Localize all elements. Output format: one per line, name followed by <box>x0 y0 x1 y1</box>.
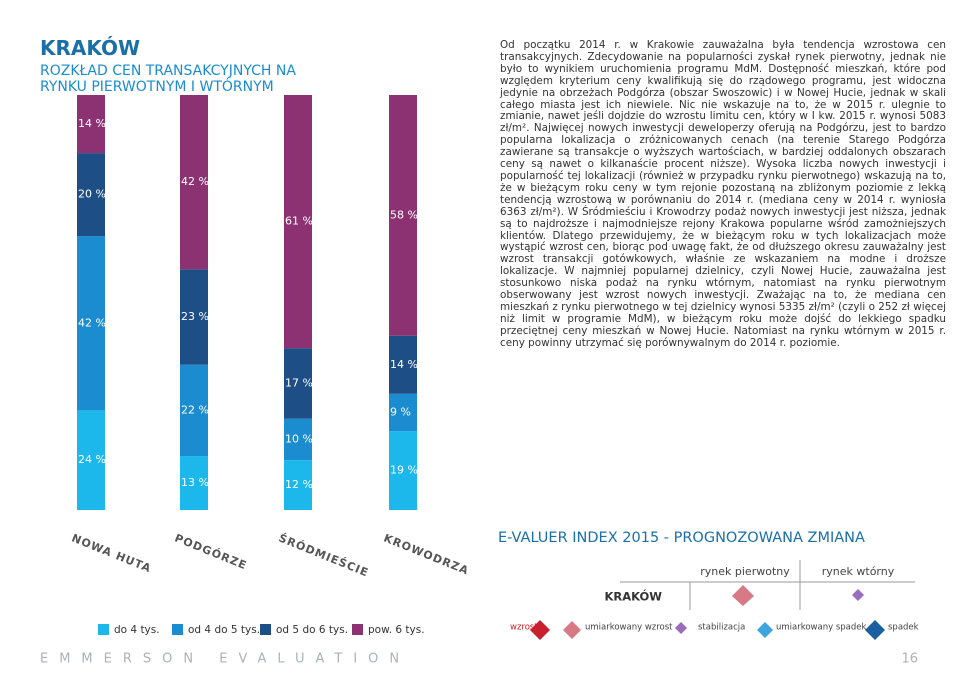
icon-moderate-increase <box>732 585 754 606</box>
category-label: PODGÓRZE <box>173 532 249 573</box>
value-label: 14 % <box>390 358 418 371</box>
value-label: 23 % <box>181 310 209 323</box>
page-number: 16 <box>901 652 918 667</box>
value-label: 17 % <box>285 376 313 389</box>
icon-decrease <box>865 620 885 640</box>
legend-label: od 5 do 6 tys. <box>276 624 348 636</box>
bar-segment <box>77 153 105 237</box>
value-label: 24 % <box>78 453 106 466</box>
bar-segment <box>77 236 105 411</box>
index-legend: stabilizacja <box>698 623 745 633</box>
bar-segment <box>180 269 208 365</box>
category-label: KROWODRZA <box>382 532 471 578</box>
value-label: 58 % <box>390 208 418 221</box>
legend-label: do 4 tys. <box>114 624 160 636</box>
bar-segment <box>389 335 417 394</box>
subtitle: ROZKŁAD CEN TRANSAKCYJNYCH NA RYNKU PIER… <box>40 63 296 95</box>
bar-segment <box>389 431 417 510</box>
legend-swatch <box>172 624 183 635</box>
icon-increase <box>530 620 550 640</box>
bar-segment <box>77 410 105 510</box>
value-label: 19 % <box>390 464 418 477</box>
bar-segment <box>77 95 105 154</box>
footer-brand: EMMERSON EVALUATION <box>40 652 410 667</box>
legend-swatch <box>260 624 271 635</box>
bar-segment <box>284 418 312 461</box>
value-label: 20 % <box>78 188 106 201</box>
title: KRAKÓW <box>40 36 141 60</box>
bar-segment <box>284 460 312 510</box>
category-label: NOWA HUTA <box>70 532 154 576</box>
value-label: 9 % <box>390 405 411 418</box>
icon-moderate-increase <box>563 621 581 639</box>
bar-segment <box>389 393 417 432</box>
icon-moderate-decrease <box>757 622 773 638</box>
bar-segment <box>389 95 417 336</box>
value-label: 10 % <box>285 432 313 445</box>
body-text: Od początku 2014 r. w Krakowie zauważaln… <box>500 39 946 349</box>
index-legend: spadek <box>888 623 919 633</box>
index-title: E-VALUER INDEX 2015 - PROGNOZOWANA ZMIAN… <box>498 530 865 546</box>
column-header: rynek pierwotny <box>700 565 790 578</box>
bar-segment <box>284 348 312 419</box>
bar-segment <box>284 95 312 349</box>
legend-swatch <box>98 624 109 635</box>
icon-stabilization <box>675 622 687 634</box>
value-label: 14 % <box>78 117 106 130</box>
bar-segment <box>180 95 208 270</box>
bar-segment <box>180 456 208 510</box>
index-legend: umiarkowany wzrost <box>585 623 673 633</box>
value-label: 13 % <box>181 476 209 489</box>
index-legend: umiarkowany spadek <box>776 623 866 633</box>
index-legend: wzrost <box>510 623 538 633</box>
value-label: 22 % <box>181 403 209 416</box>
value-label: 61 % <box>285 215 313 228</box>
icon-stabilization <box>852 589 864 601</box>
bar-segment <box>180 364 208 457</box>
row-label: KRAKÓW <box>604 589 662 604</box>
column-header: rynek wtórny <box>822 565 895 578</box>
value-label: 42 % <box>78 316 106 329</box>
value-label: 12 % <box>285 478 313 491</box>
legend-swatch <box>352 624 363 635</box>
value-label: 42 % <box>181 175 209 188</box>
legend-label: od 4 do 5 tys. <box>188 624 260 636</box>
category-label: ŚRÓDMIEŚCIE <box>277 532 371 580</box>
legend-label: pow. 6 tys. <box>368 624 425 636</box>
